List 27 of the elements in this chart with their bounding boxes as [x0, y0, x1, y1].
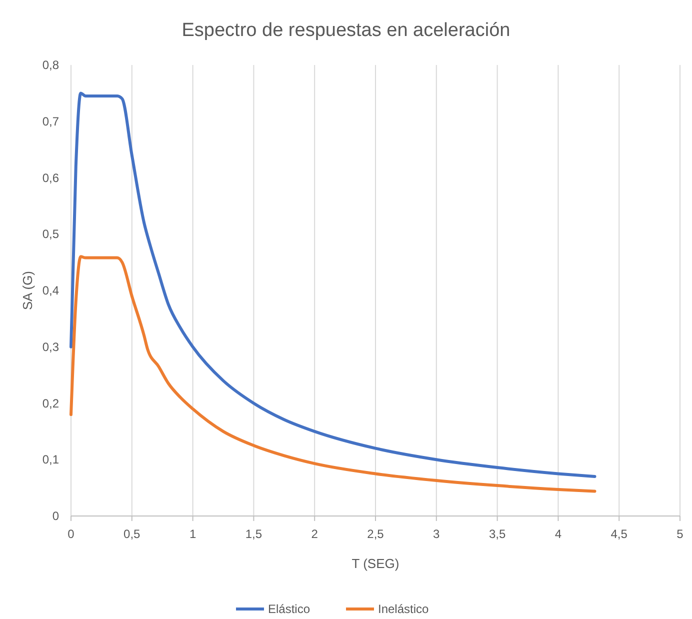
y-tick-label: 0: [52, 509, 60, 523]
y-tick-label: 0,7: [42, 114, 60, 128]
legend-label: Elástico: [268, 602, 310, 616]
legend-label: Inelástico: [378, 602, 430, 616]
x-tick-label: 2,5: [367, 527, 384, 541]
x-tick-label: 3: [433, 527, 440, 541]
x-axis-title: T (SEG): [352, 556, 400, 571]
y-tick-label: 0,6: [42, 170, 60, 185]
y-tick-label: 0,8: [42, 58, 60, 72]
line-series: [70, 255, 596, 493]
line-series: [70, 92, 596, 478]
y-tick-label: 0,2: [42, 396, 60, 410]
x-tick-label: 1: [189, 527, 196, 541]
x-tick-label: 5: [676, 527, 684, 541]
x-tick-label: 2: [311, 527, 318, 541]
y-tick-label: 0,5: [42, 227, 60, 242]
x-tick-label: 0: [68, 527, 75, 541]
y-axis-title: SA (G): [20, 270, 35, 310]
x-tick-label: 4,5: [610, 527, 628, 541]
y-tick-label: 0,3: [42, 340, 60, 354]
y-tick-label: 0,4: [42, 284, 60, 298]
x-tick-label: 0,5: [124, 527, 141, 541]
y-tick-label: 0,1: [42, 452, 60, 467]
x-tick-label: 4: [554, 527, 562, 541]
chart-title: Espectro de respuestas en aceleración: [182, 20, 510, 41]
x-tick-label: 3,5: [488, 527, 506, 541]
x-tick-label: 1,5: [245, 527, 262, 541]
